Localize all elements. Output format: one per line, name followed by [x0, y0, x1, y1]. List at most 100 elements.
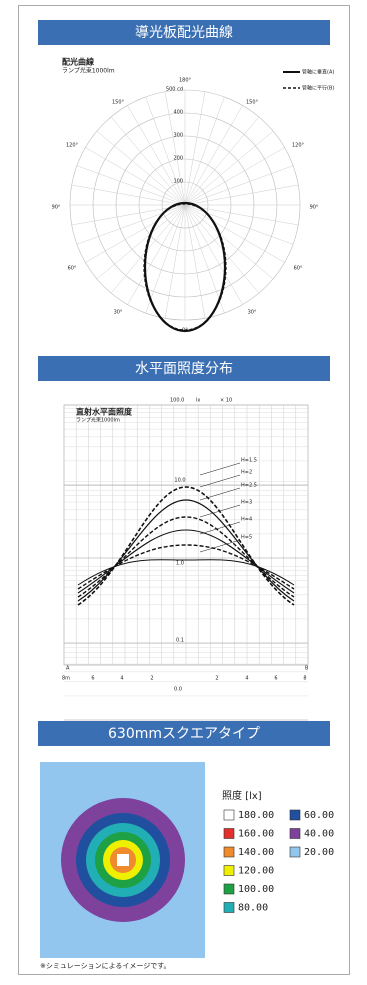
polar-grid: [184, 147, 285, 206]
top-label: lx: [196, 398, 200, 404]
legend-label: 100.00: [238, 884, 274, 895]
angle-label: 90°: [310, 205, 319, 211]
legend-label: 40.00: [304, 829, 334, 840]
leader: [199, 462, 241, 476]
curve-label: H=4: [241, 517, 252, 523]
polar-grid: [184, 165, 294, 206]
curve-label: H=3: [241, 500, 252, 506]
polar-grid: [127, 105, 186, 206]
y-label: 10.0: [174, 478, 185, 484]
leader: [199, 504, 241, 518]
leader: [199, 474, 241, 488]
angle-label: 30°: [114, 310, 123, 316]
legend-swatch: [223, 809, 235, 821]
angle-label: 180°: [179, 78, 192, 84]
section-title: 630mmスクエアタイプ: [108, 726, 260, 742]
top-label: × 10: [220, 398, 232, 404]
legend-swatch: [289, 828, 301, 839]
curve-a: [143, 201, 227, 333]
chart-title: 配光曲線: [62, 57, 94, 67]
angle-label: 120°: [66, 143, 79, 149]
legend-label: 180.00: [238, 810, 274, 821]
legend-label: 管軸に平行(B): [302, 85, 334, 92]
legend-swatch: [223, 883, 235, 895]
legend-swatch: [223, 902, 235, 913]
legend-swatch: [223, 846, 235, 858]
legend-swatch: [289, 846, 301, 858]
heatmap: 照度 [lx] 180.00 160.00 140.00 120.00 100.00 80.…: [40, 762, 334, 970]
polar-grid: [184, 204, 285, 263]
curve-label: H=2.5: [241, 483, 257, 489]
x-label: 2: [215, 676, 218, 682]
polar-grid: [96, 130, 186, 206]
polar-grid: [184, 204, 260, 294]
polar-grid: [145, 204, 186, 314]
curve-label: H=1.5: [241, 458, 257, 464]
legend-swatch: [289, 809, 301, 821]
radial-label: 500 cd: [166, 87, 183, 93]
x-label: 4: [245, 676, 248, 682]
polar-grid: [71, 184, 186, 206]
y-label: 1.0: [176, 561, 184, 567]
x-label: 6: [274, 676, 277, 682]
angle-label: 60°: [294, 266, 303, 272]
leader: [199, 521, 241, 535]
polar-grid: [127, 204, 186, 305]
polar-grid: [110, 116, 186, 206]
polar-grid: [96, 204, 186, 280]
polar-grid: [184, 105, 243, 206]
chart-subtitle: ランプ光束1000lm: [62, 67, 115, 75]
section-header: [38, 356, 330, 381]
legend-label: 20.00: [304, 847, 334, 858]
polar-grid: [85, 147, 186, 206]
angle-label: 60°: [68, 266, 77, 272]
end-label: B: [305, 666, 309, 672]
polar-grid: [110, 204, 186, 294]
curve-label: H=2: [241, 470, 252, 476]
polar-grid: [76, 165, 186, 206]
legend-label: 140.00: [238, 847, 274, 858]
polar-grid: [71, 204, 186, 226]
y-label: 0.0: [174, 687, 182, 693]
polar-grid: [184, 204, 243, 305]
radial-label: 400: [173, 110, 183, 116]
polar-grid: [184, 130, 274, 206]
note: ※シミュレーションによるイメージです。: [40, 962, 171, 970]
angle-label: 30°: [248, 310, 257, 316]
legend-swatch: [223, 865, 235, 876]
section-header: [38, 20, 330, 45]
legend-swatch: [223, 828, 235, 839]
legend-label: 管軸に垂直(A): [302, 69, 334, 76]
angle-label: 150°: [246, 100, 259, 106]
x-label: 2: [150, 676, 153, 682]
legend-title: 照度 [lx]: [222, 789, 262, 802]
polar-grid: [184, 204, 206, 319]
polar-grid: [184, 184, 299, 206]
legend-label: 80.00: [238, 903, 268, 914]
x-label: 4: [120, 676, 123, 682]
leader: [199, 487, 241, 501]
legend-label: 160.00: [238, 829, 274, 840]
chart-subtitle: ランプ光束1000lm: [76, 417, 120, 424]
section-title: 導光板配光曲線: [135, 25, 233, 41]
polar-grid: [164, 91, 186, 206]
polar-grid: [184, 96, 225, 206]
curve-b: [143, 203, 227, 331]
end-label: A: [66, 666, 70, 672]
section-header: [38, 721, 330, 746]
radial-label: 300: [173, 133, 183, 139]
x-label: 8: [303, 676, 306, 682]
section-title: 水平面照度分布: [135, 361, 233, 377]
curve-label: H=5: [241, 535, 252, 541]
polar-grid: [184, 204, 299, 226]
legend-label: 120.00: [238, 866, 274, 877]
x-label: 6: [91, 676, 94, 682]
leader: [199, 539, 241, 553]
radial-label: 200: [173, 156, 183, 162]
angle-label: 90°: [52, 205, 61, 211]
polar-grid: [85, 204, 186, 263]
illuminance-curve: [77, 559, 295, 586]
chart-title: 直射水平面照度: [76, 407, 133, 417]
